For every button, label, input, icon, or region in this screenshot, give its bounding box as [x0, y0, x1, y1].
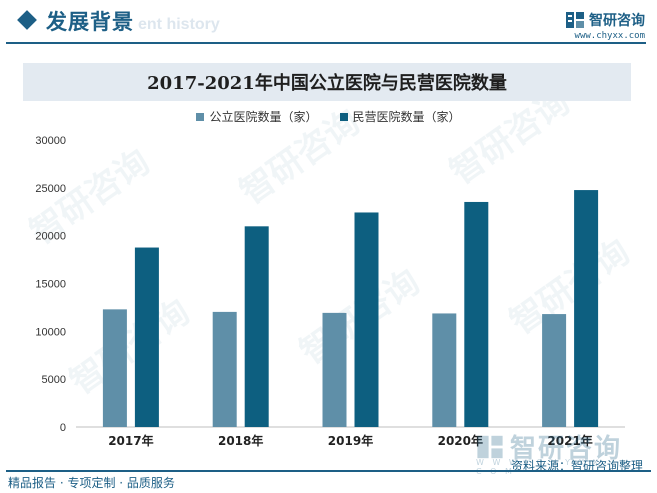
- legend-item-private: 民营医院数量（家）: [339, 108, 461, 125]
- legend-label-private: 民营医院数量（家）: [352, 110, 461, 124]
- section-subtitle: ent history: [138, 16, 220, 33]
- y-tick-label: 25000: [35, 183, 66, 195]
- chart-title-band: 2017-2021年中国公立医院与民营医院数量: [23, 63, 631, 101]
- bar-private: [244, 226, 269, 427]
- y-tick-label: 15000: [35, 279, 66, 291]
- brand-name: 智研咨询: [589, 13, 645, 29]
- x-tick-label: 2017年: [108, 433, 153, 448]
- header-divider: [6, 42, 646, 44]
- y-tick-label: 10000: [35, 326, 66, 338]
- footer-logo-text: 智研咨询: [510, 434, 623, 464]
- legend-swatch-public: [196, 112, 205, 121]
- bar-public: [322, 312, 347, 427]
- brand-block: 智研咨询 www.chyxx.com: [565, 10, 645, 41]
- footer-divider: [6, 470, 651, 472]
- x-tick-label: 2020年: [438, 433, 483, 448]
- legend-label-public: 公立医院数量（家）: [209, 110, 318, 124]
- legend-item-public: 公立医院数量（家）: [196, 108, 318, 125]
- brand-logo-icon: [566, 12, 584, 28]
- bar-public: [102, 309, 127, 427]
- footer-logo-icon: [477, 435, 503, 458]
- x-tick-label: 2019年: [328, 433, 373, 448]
- bar-public: [432, 313, 457, 427]
- chart-legend: 公立医院数量（家） 民营医院数量（家）: [0, 108, 657, 125]
- bar-private: [354, 212, 379, 427]
- footer-tagline: 精品报告 · 专项定制 · 品质服务: [8, 476, 175, 490]
- y-tick-label: 20000: [35, 231, 66, 243]
- y-tick-label: 5000: [42, 374, 66, 386]
- chart-title: 2017-2021年中国公立医院与民营医院数量: [147, 73, 507, 94]
- bar-private: [464, 201, 489, 427]
- x-tick-label: 2021年: [547, 433, 592, 448]
- brand-url: www.chyxx.com: [574, 31, 645, 41]
- legend-swatch-private: [339, 112, 348, 121]
- bar-public: [542, 314, 567, 427]
- bar-private: [134, 247, 159, 427]
- x-tick-label: 2018年: [218, 433, 263, 448]
- y-tick-label: 30000: [35, 135, 66, 147]
- bar-private: [574, 190, 599, 427]
- page-header: ent history 发展背景 智研咨询 www.chyxx.com: [0, 0, 657, 46]
- y-tick-label: 0: [60, 422, 66, 434]
- bar-public: [212, 311, 237, 427]
- source-note: 资料来源：智研咨询整理: [510, 459, 643, 473]
- section-title: 发展背景: [46, 10, 134, 34]
